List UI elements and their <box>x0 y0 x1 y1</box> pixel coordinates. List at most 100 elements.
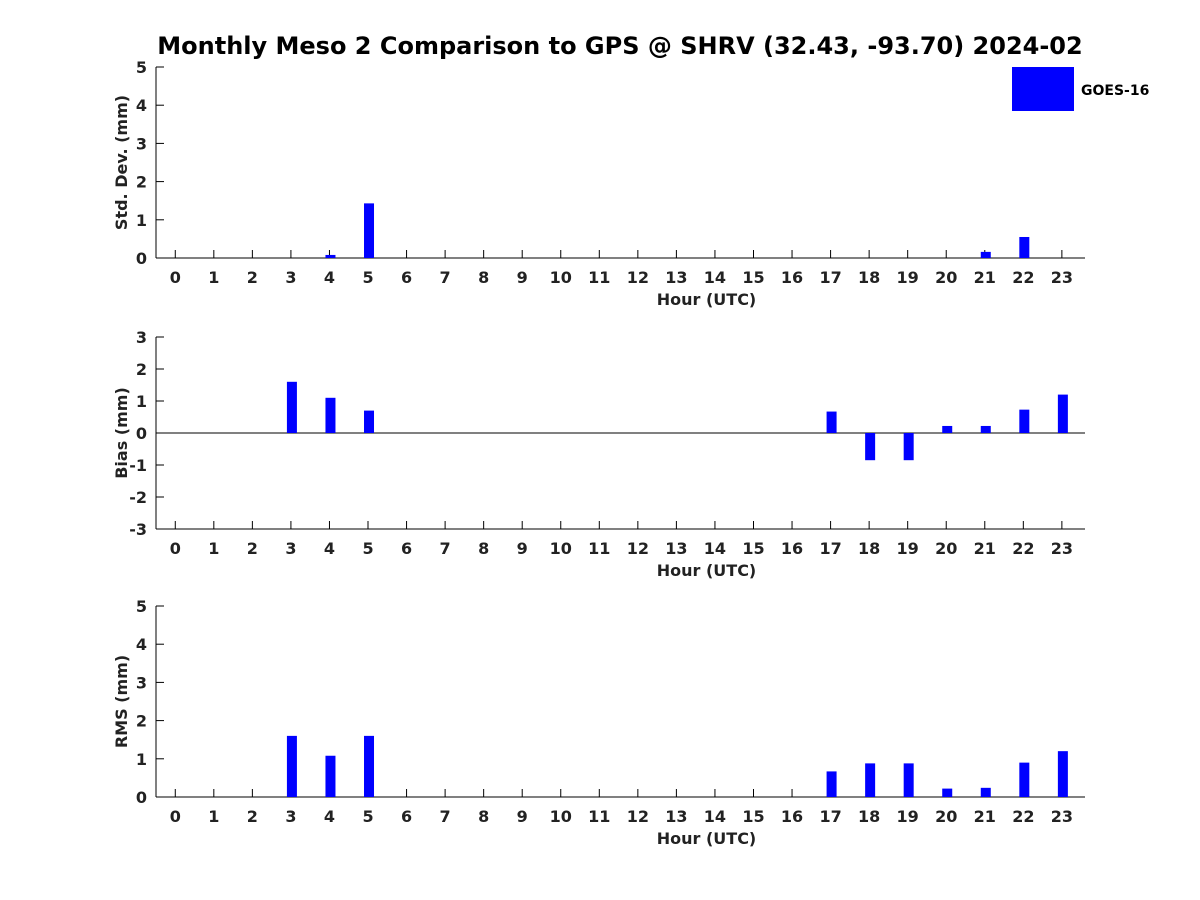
x-tick-label: 19 <box>897 268 919 287</box>
x-tick-label: 6 <box>401 539 412 558</box>
x-tick-label: 0 <box>170 268 181 287</box>
x-tick-label: 12 <box>627 807 649 826</box>
y-tick-label: 3 <box>136 328 147 347</box>
x-tick-label: 22 <box>1012 268 1034 287</box>
bar-1-hour-18 <box>865 433 876 461</box>
x-tick-label: 3 <box>285 268 296 287</box>
x-tick-label: 17 <box>819 807 841 826</box>
x-tick-label: 3 <box>285 807 296 826</box>
x-tick-label: 23 <box>1051 539 1073 558</box>
x-tick-label: 18 <box>858 539 880 558</box>
bar-0-hour-4 <box>325 254 336 258</box>
x-tick-label: 21 <box>974 807 996 826</box>
y-tick-label: 5 <box>136 597 147 616</box>
x-axis-label: Hour (UTC) <box>657 561 757 580</box>
bar-2-hour-3 <box>286 735 297 797</box>
x-tick-label: 7 <box>440 539 451 558</box>
bar-1-hour-17 <box>826 411 837 433</box>
x-tick-label: 0 <box>170 539 181 558</box>
x-tick-label: 13 <box>665 807 687 826</box>
x-tick-label: 5 <box>362 807 373 826</box>
x-tick-label: 18 <box>858 807 880 826</box>
x-tick-label: 13 <box>665 539 687 558</box>
x-tick-label: 21 <box>974 268 996 287</box>
x-tick-label: 1 <box>208 268 219 287</box>
x-axis-label: Hour (UTC) <box>657 829 757 848</box>
y-tick-label: -3 <box>129 520 147 539</box>
x-tick-label: 9 <box>517 268 528 287</box>
y-tick-label: 0 <box>136 249 147 268</box>
x-tick-label: 10 <box>550 268 572 287</box>
x-tick-label: 9 <box>517 807 528 826</box>
x-tick-label: 23 <box>1051 807 1073 826</box>
bar-0-hour-21 <box>980 251 991 258</box>
bar-2-hour-23 <box>1057 751 1068 797</box>
bar-1-hour-21 <box>980 425 991 433</box>
x-tick-label: 18 <box>858 268 880 287</box>
chart-legend: GOES-16 <box>1012 67 1149 111</box>
y-axis-label: RMS (mm) <box>112 655 131 748</box>
bar-2-hour-5 <box>364 735 375 797</box>
y-tick-label: 3 <box>136 134 147 153</box>
x-tick-label: 19 <box>897 807 919 826</box>
x-tick-label: 2 <box>247 268 258 287</box>
x-tick-label: 11 <box>588 268 610 287</box>
x-tick-label: 17 <box>819 539 841 558</box>
x-tick-label: 8 <box>478 268 489 287</box>
y-tick-label: -2 <box>129 488 147 507</box>
y-tick-label: 4 <box>136 96 147 115</box>
bar-2-hour-21 <box>980 787 991 797</box>
legend-swatch <box>1012 67 1074 111</box>
bar-1-hour-22 <box>1019 409 1030 433</box>
x-tick-label: 7 <box>440 807 451 826</box>
bar-1-hour-23 <box>1057 394 1068 433</box>
x-tick-label: 13 <box>665 268 687 287</box>
bar-2-hour-18 <box>865 763 876 797</box>
x-tick-label: 15 <box>742 268 764 287</box>
chart-title: Monthly Meso 2 Comparison to GPS @ SHRV … <box>157 32 1082 60</box>
x-tick-label: 7 <box>440 268 451 287</box>
bar-1-hour-19 <box>903 433 914 461</box>
y-tick-label: 1 <box>136 392 147 411</box>
x-tick-label: 8 <box>478 807 489 826</box>
x-tick-label: 20 <box>935 539 957 558</box>
x-tick-label: 5 <box>362 539 373 558</box>
x-tick-label: 10 <box>550 807 572 826</box>
x-tick-label: 0 <box>170 807 181 826</box>
y-axis-label: Std. Dev. (mm) <box>112 95 131 230</box>
x-tick-label: 22 <box>1012 539 1034 558</box>
bar-2-hour-17 <box>826 771 837 797</box>
bar-1-hour-3 <box>286 381 297 433</box>
x-tick-label: 14 <box>704 807 726 826</box>
x-tick-label: 20 <box>935 807 957 826</box>
x-tick-label: 12 <box>627 268 649 287</box>
y-tick-label: 2 <box>136 360 147 379</box>
x-tick-label: 12 <box>627 539 649 558</box>
x-tick-label: 22 <box>1012 807 1034 826</box>
x-tick-label: 2 <box>247 807 258 826</box>
y-tick-label: 1 <box>136 211 147 230</box>
y-tick-label: 0 <box>136 424 147 443</box>
y-tick-label: 4 <box>136 635 147 654</box>
bar-2-hour-19 <box>903 763 914 797</box>
x-axis-label: Hour (UTC) <box>657 290 757 309</box>
x-tick-label: 2 <box>247 539 258 558</box>
x-tick-label: 5 <box>362 268 373 287</box>
bar-0-hour-5 <box>364 203 375 258</box>
y-axis-label: Bias (mm) <box>112 387 131 479</box>
x-tick-label: 1 <box>208 539 219 558</box>
x-tick-label: 15 <box>742 539 764 558</box>
y-tick-label: -1 <box>129 456 147 475</box>
x-tick-label: 6 <box>401 268 412 287</box>
bar-2-hour-20 <box>942 788 953 797</box>
x-tick-label: 4 <box>324 807 335 826</box>
x-tick-label: 9 <box>517 539 528 558</box>
x-tick-label: 4 <box>324 268 335 287</box>
bar-0-hour-22 <box>1019 236 1030 258</box>
x-tick-label: 4 <box>324 539 335 558</box>
x-tick-label: 21 <box>974 539 996 558</box>
x-tick-label: 19 <box>897 539 919 558</box>
